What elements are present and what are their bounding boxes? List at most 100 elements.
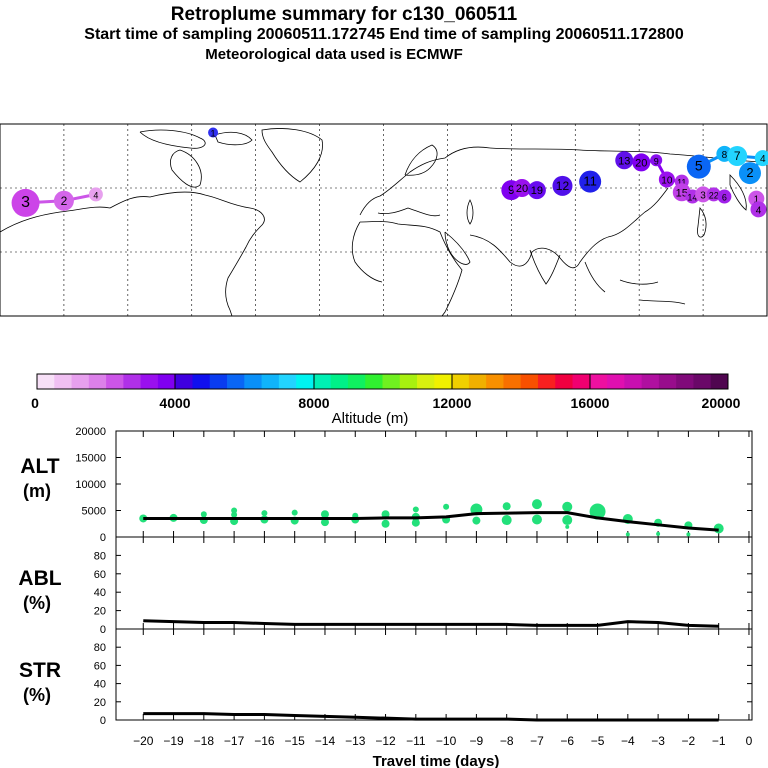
data-point	[562, 515, 573, 526]
cluster-label: 9	[654, 156, 659, 166]
cluster-marker	[738, 162, 761, 185]
panel-label: ALT	[20, 455, 59, 478]
scandinavia-coast	[404, 144, 438, 176]
africa-coast	[351, 221, 463, 317]
y-tick-label: 40	[94, 587, 106, 599]
colorbar-cell	[175, 374, 193, 389]
colorbar-cell	[589, 374, 608, 389]
data-point	[200, 511, 207, 518]
cluster-marker	[88, 187, 103, 202]
colorbar-labels: 0 4000 8000 12000 16000 20000	[31, 395, 741, 411]
colorbar-cell	[37, 374, 55, 389]
cluster-label: 6	[722, 193, 727, 203]
colorbar-cell	[434, 374, 453, 389]
colorbar-cell	[209, 374, 228, 389]
panel-abl: 0 20 40 60 80 ABL (%)	[18, 536, 753, 636]
cluster-marker	[208, 127, 219, 138]
cluster-label: 19	[531, 185, 543, 197]
colorbar-cell	[641, 374, 660, 389]
cluster-label: 1	[754, 195, 760, 206]
cluster-label: 20	[516, 183, 528, 195]
data-point	[411, 518, 420, 527]
colorbar-cell	[123, 374, 142, 389]
colorbar-cell	[572, 374, 591, 389]
coastlines	[0, 128, 768, 317]
colorbar-frame	[36, 373, 729, 390]
data-point	[381, 510, 390, 519]
sampling-times: Start time of sampling 20060511.172745 E…	[84, 26, 684, 43]
cluster-label: 7	[734, 149, 741, 163]
y-tick-label: 60	[94, 569, 106, 581]
cluster-marker	[750, 201, 767, 218]
colorbar-cell	[157, 374, 176, 389]
colorbar-cell	[537, 374, 556, 389]
cluster-label: 22	[709, 190, 719, 200]
x-tick-label: −6	[560, 734, 574, 748]
colorbar-cell	[520, 374, 539, 389]
x-axis: −20 −19 −18 −17 −16 −15 −14 −13 −12 −11 −10 −9 −8 −7−…	[133, 734, 753, 768]
cluster-label: 15	[676, 187, 688, 199]
series-line	[143, 712, 719, 722]
cluster-marker	[695, 186, 712, 203]
cluster-marker	[632, 153, 651, 172]
cluster-marker	[527, 181, 546, 200]
x-tick-label: −7	[530, 734, 544, 748]
cluster-label: 13	[618, 155, 630, 167]
caspian-coast	[466, 199, 474, 225]
data-point	[589, 503, 606, 520]
series-line	[143, 619, 719, 628]
cluster-marker	[579, 170, 602, 193]
altitude-colorbar: 0 4000 8000 12000 16000 20000 Altitude (m)	[31, 373, 741, 427]
x-tick-label: −10	[436, 734, 457, 748]
data-point	[412, 506, 419, 513]
y-tick-label: 20	[94, 697, 106, 709]
cluster-label: 11	[583, 174, 597, 189]
y-tick-label: 0	[100, 715, 106, 727]
timeseries-panels: 0 5000 10000 15000 20000 ALT (m) 0 20 40 60 80 ABL (%…	[18, 426, 753, 727]
colorbar-cell	[261, 374, 280, 389]
colorbar-cell	[365, 374, 383, 389]
colorbar-cell	[296, 374, 314, 389]
cluster-label: 20	[635, 157, 647, 169]
x-tick-label: −16	[254, 734, 275, 748]
colorbar-title: Altitude (m)	[332, 410, 409, 427]
cluster-label: 12	[556, 179, 570, 193]
colorbar-cell	[106, 374, 124, 389]
y-tick-label: 15000	[75, 453, 106, 465]
cluster-marker	[650, 154, 663, 167]
x-tick-label: −18	[194, 734, 215, 748]
y-tick-label: 40	[94, 679, 106, 691]
data-point	[381, 519, 390, 528]
panel-frame	[115, 536, 753, 630]
data-point	[686, 532, 691, 537]
colorbar-cell	[555, 374, 574, 389]
colorbar-cell	[330, 374, 349, 389]
colorbar-cell	[399, 374, 418, 389]
chart-title: Retroplume summary for c130_060511	[170, 4, 518, 25]
cluster-marker	[512, 179, 531, 197]
x-tick-label: −8	[500, 734, 514, 748]
panel-frame	[115, 628, 753, 721]
x-tick-label: −12	[375, 734, 396, 748]
arctic-islands-coast	[139, 129, 253, 149]
greenland-coast	[261, 128, 323, 183]
colorbar-cell	[693, 374, 712, 389]
colorbar-cell	[624, 374, 643, 389]
data-point	[656, 531, 661, 536]
data-point	[231, 511, 238, 518]
colorbar-cell	[382, 374, 401, 389]
cluster-marker	[552, 175, 573, 196]
y-tick-label: 80	[94, 642, 106, 654]
data-point	[501, 515, 512, 526]
data-point	[502, 502, 511, 511]
panel-label: STR	[19, 659, 61, 682]
panel-str: 0 20 40 60 80 STR (%)	[19, 628, 753, 727]
x-tick-label: −15	[285, 734, 306, 748]
cluster-marker	[658, 171, 675, 188]
cluster-marker	[53, 190, 74, 211]
colorbar-cell	[71, 374, 90, 389]
data-point	[231, 507, 238, 514]
x-tick-label: −17	[224, 734, 245, 748]
